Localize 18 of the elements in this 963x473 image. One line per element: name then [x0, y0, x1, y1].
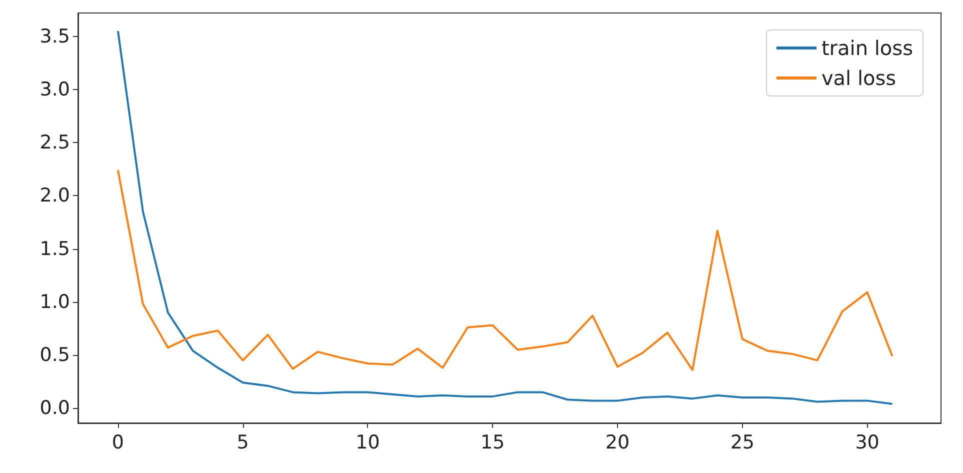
x-tick-label: 10	[356, 432, 380, 454]
x-tick-label: 30	[855, 432, 880, 454]
y-tick-label: 2.5	[40, 132, 70, 154]
legend-label: train loss	[821, 36, 914, 60]
x-tick-label: 25	[730, 432, 755, 454]
line-series	[116, 169, 894, 371]
x-tick-label: 0	[112, 432, 124, 454]
y-tick-label: 3.0	[40, 78, 70, 100]
x-tick-label: 20	[605, 432, 630, 454]
y-tick-label: 1.0	[40, 290, 70, 313]
y-tick-label: 0.5	[40, 344, 70, 366]
x-tick-label: 15	[480, 432, 505, 454]
y-tick-label: 3.5	[40, 25, 70, 48]
y-tick-label: 1.5	[40, 238, 70, 260]
legend-label: val loss	[821, 66, 896, 90]
x-tick-label: 5	[236, 432, 249, 454]
y-tick-label: 2.0	[40, 184, 70, 207]
y-tick-label: 0.0	[40, 397, 70, 420]
